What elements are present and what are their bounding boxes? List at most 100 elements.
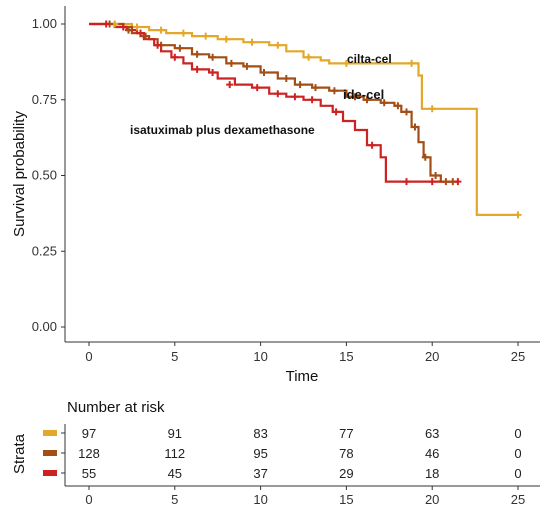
censor-mark-isatuximab — [403, 178, 410, 186]
risk-x-tick-label: 20 — [425, 492, 439, 507]
risk-x-ticks: 0 5 10 15 20 25 — [85, 486, 525, 507]
risk-x-tick-label: 10 — [253, 492, 267, 507]
km-curve-isatuximab — [89, 22, 458, 183]
y-axis-title: Survival probability — [11, 111, 28, 237]
censor-mark-isatuximab — [119, 23, 127, 31]
y-tick-label: 0.50 — [32, 168, 57, 183]
risk-cell: 63 — [425, 426, 439, 441]
series-label-cilta-cel: cilta-cel — [347, 52, 392, 66]
risk-cell: 97 — [82, 426, 96, 441]
risk-cell: 0 — [514, 446, 521, 461]
y-tick-label: 0.25 — [32, 243, 57, 258]
censor-mark-cilta-cel — [222, 35, 230, 43]
km-curve-cilta-cel — [89, 22, 518, 216]
censor-mark-ide-cel — [421, 153, 429, 161]
censor-mark-ide-cel — [125, 26, 132, 34]
risk-cell: 95 — [253, 446, 267, 461]
x-tick-label: 25 — [511, 349, 525, 364]
censor-mark-cilta-cel — [305, 53, 313, 61]
risk-table: Number at risk Strata 97 91 83 77 63 0 128 112 9… — [11, 399, 540, 507]
censor-mark-cilta-cel — [248, 38, 256, 46]
censor-mark-cilta-cel — [428, 105, 436, 113]
km-plot-area: 0.00 0.25 0.50 0.75 1.00 0 5 10 15 20 25 Survival… — [11, 6, 540, 385]
y-axis-ticks: 0.00 0.25 0.50 0.75 1.00 — [32, 16, 65, 334]
censor-mark-ide-cel — [296, 81, 304, 89]
censor-mark-ide-cel — [442, 178, 450, 186]
censor-mark-ide-cel — [227, 59, 235, 67]
censor-mark-isatuximab — [226, 81, 234, 89]
censor-mark-cilta-cel — [133, 23, 141, 31]
strata-swatch — [43, 450, 57, 456]
risk-cell: 83 — [253, 426, 267, 441]
censor-mark-cilta-cel — [408, 59, 416, 67]
censor-mark-isatuximab — [102, 20, 110, 28]
censor-mark-ide-cel — [209, 53, 217, 61]
risk-cell: 18 — [425, 466, 439, 481]
risk-cell: 55 — [82, 466, 96, 481]
risk-cell: 91 — [168, 426, 182, 441]
censor-mark-cilta-cel — [157, 26, 165, 34]
censor-mark-ide-cel — [403, 108, 410, 116]
risk-cell: 77 — [339, 426, 353, 441]
strata-axis-title: Strata — [11, 433, 28, 474]
censor-mark-isatuximab — [253, 84, 261, 92]
y-tick-label: 1.00 — [32, 16, 57, 31]
x-axis-title: Time — [286, 368, 319, 385]
censor-mark-ide-cel — [193, 50, 201, 58]
risk-values: 97 91 83 77 63 0 128 112 95 78 46 0 55 45 37 29 18 0 — [78, 426, 521, 481]
censor-mark-ide-cel — [363, 96, 371, 104]
censor-mark-cilta-cel — [514, 211, 522, 219]
censor-mark-isatuximab — [154, 41, 162, 49]
risk-cell: 45 — [168, 466, 182, 481]
censor-mark-ide-cel — [142, 32, 150, 40]
censor-mark-isatuximab — [368, 141, 376, 149]
censor-mark-ide-cel — [330, 87, 338, 95]
censor-marks — [102, 20, 522, 219]
censor-mark-isatuximab — [171, 53, 179, 61]
censor-mark-ide-cel — [176, 44, 184, 52]
risk-x-tick-label: 25 — [511, 492, 525, 507]
x-tick-label: 15 — [339, 349, 353, 364]
risk-cell: 78 — [339, 446, 353, 461]
censor-mark-ide-cel — [432, 172, 440, 179]
x-tick-label: 5 — [171, 349, 178, 364]
y-tick-label: 0.75 — [32, 92, 57, 107]
censor-mark-isatuximab — [428, 178, 436, 186]
risk-table-title: Number at risk — [67, 399, 165, 416]
censor-mark-cilta-cel — [179, 29, 187, 37]
censor-mark-isatuximab — [332, 108, 340, 116]
censor-mark-cilta-cel — [274, 41, 282, 49]
risk-cell: 0 — [514, 466, 521, 481]
risk-cell: 29 — [339, 466, 353, 481]
censor-mark-isatuximab — [137, 29, 144, 37]
risk-x-tick-label: 0 — [85, 492, 92, 507]
censor-mark-ide-cel — [380, 99, 388, 107]
x-tick-label: 10 — [253, 349, 267, 364]
censor-mark-ide-cel — [394, 102, 402, 110]
censor-mark-isatuximab — [209, 69, 217, 76]
censor-mark-ide-cel — [411, 123, 419, 131]
censor-mark-ide-cel — [260, 69, 268, 76]
censor-mark-isatuximab — [308, 96, 316, 104]
censor-mark-isatuximab — [193, 65, 201, 73]
y-tick-label: 0.00 — [32, 319, 57, 334]
risk-cell: 128 — [78, 446, 100, 461]
censor-mark-cilta-cel — [202, 32, 210, 40]
strata-swatch — [43, 430, 57, 436]
x-tick-label: 0 — [85, 349, 92, 364]
risk-cell: 112 — [164, 446, 185, 461]
censor-mark-ide-cel — [282, 75, 290, 82]
censor-mark-isatuximab — [454, 178, 462, 186]
series-label-ide-cel: ide-cel — [343, 87, 384, 102]
series-label-isatuximab: isatuximab plus dexamethasone — [130, 123, 315, 137]
risk-x-tick-label: 15 — [339, 492, 353, 507]
censor-mark-ide-cel — [312, 84, 319, 92]
x-axis-ticks: 0 5 10 15 20 25 — [85, 342, 525, 364]
risk-cell: 0 — [514, 426, 521, 441]
censor-mark-cilta-cel — [342, 59, 350, 67]
strata-swatch — [43, 470, 57, 476]
risk-cell: 46 — [425, 446, 439, 461]
censor-mark-isatuximab — [274, 90, 282, 98]
risk-x-tick-label: 5 — [171, 492, 178, 507]
